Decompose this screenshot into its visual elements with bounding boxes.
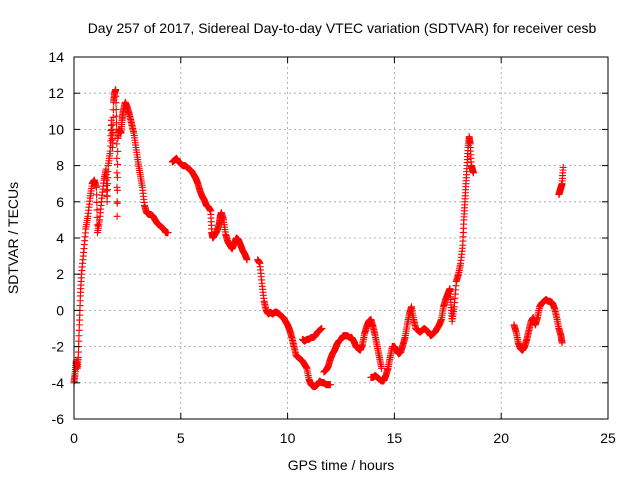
data-point <box>326 381 334 389</box>
data-point <box>113 140 121 148</box>
x-tick-label: 10 <box>280 430 296 446</box>
x-tick-labels: 0 5 10 15 20 25 <box>70 430 616 446</box>
data-point <box>92 183 100 191</box>
x-tick-label: 25 <box>600 430 616 446</box>
x-axis-label: GPS time / hours <box>288 457 395 473</box>
data-point <box>243 256 251 264</box>
data-point <box>113 186 121 194</box>
y-tick-label: 6 <box>56 194 64 210</box>
data-point <box>109 121 117 129</box>
data-point <box>112 105 120 113</box>
data-point <box>103 186 111 194</box>
y-tick-label: 2 <box>56 266 64 282</box>
data-point <box>103 192 111 200</box>
y-tick-label: 0 <box>56 302 64 318</box>
data-point <box>104 174 112 182</box>
data-point <box>112 99 120 107</box>
data-point <box>114 160 122 168</box>
x-tick-label: 0 <box>70 430 78 446</box>
data-point <box>109 113 117 121</box>
data-point <box>114 147 122 155</box>
y-tick-label: 12 <box>48 85 64 101</box>
data-point <box>113 212 121 220</box>
x-tick-label: 20 <box>493 430 509 446</box>
data-point <box>103 198 111 206</box>
x-tick-label: 5 <box>177 430 185 446</box>
data-point <box>318 325 326 332</box>
data-point <box>104 168 112 176</box>
data-point <box>559 163 567 171</box>
data-point <box>104 180 112 188</box>
y-tick-label: 4 <box>56 230 64 246</box>
y-tick-label: 14 <box>48 49 64 65</box>
data-point <box>93 198 101 206</box>
data-point <box>113 154 121 162</box>
y-tick-label: 10 <box>48 121 64 137</box>
data-point <box>469 169 477 177</box>
y-tick-label: 8 <box>56 158 64 174</box>
grid-lines <box>74 57 608 419</box>
data-point <box>558 339 566 347</box>
data-point <box>113 199 121 207</box>
data-point <box>113 173 121 181</box>
data-point <box>164 229 172 237</box>
x-tick-label: 15 <box>387 430 403 446</box>
y-axis-label: SDTVAR / TECUs <box>5 182 21 294</box>
y-tick-labels: -6 -4 -2 0 2 4 6 8 10 12 14 <box>48 49 64 427</box>
y-tick-label: -6 <box>52 411 65 427</box>
data-point <box>112 92 120 100</box>
axis-ticks <box>73 56 609 420</box>
data-point <box>112 112 120 120</box>
chart-title: Day 257 of 2017, Sidereal Day-to-day VTE… <box>88 20 597 36</box>
data-point <box>378 364 386 372</box>
y-tick-label: -2 <box>52 339 65 355</box>
data-point <box>112 86 120 94</box>
data-point <box>108 144 116 151</box>
data-markers <box>70 86 567 390</box>
y-tick-label: -4 <box>52 375 65 391</box>
data-point <box>109 136 117 144</box>
